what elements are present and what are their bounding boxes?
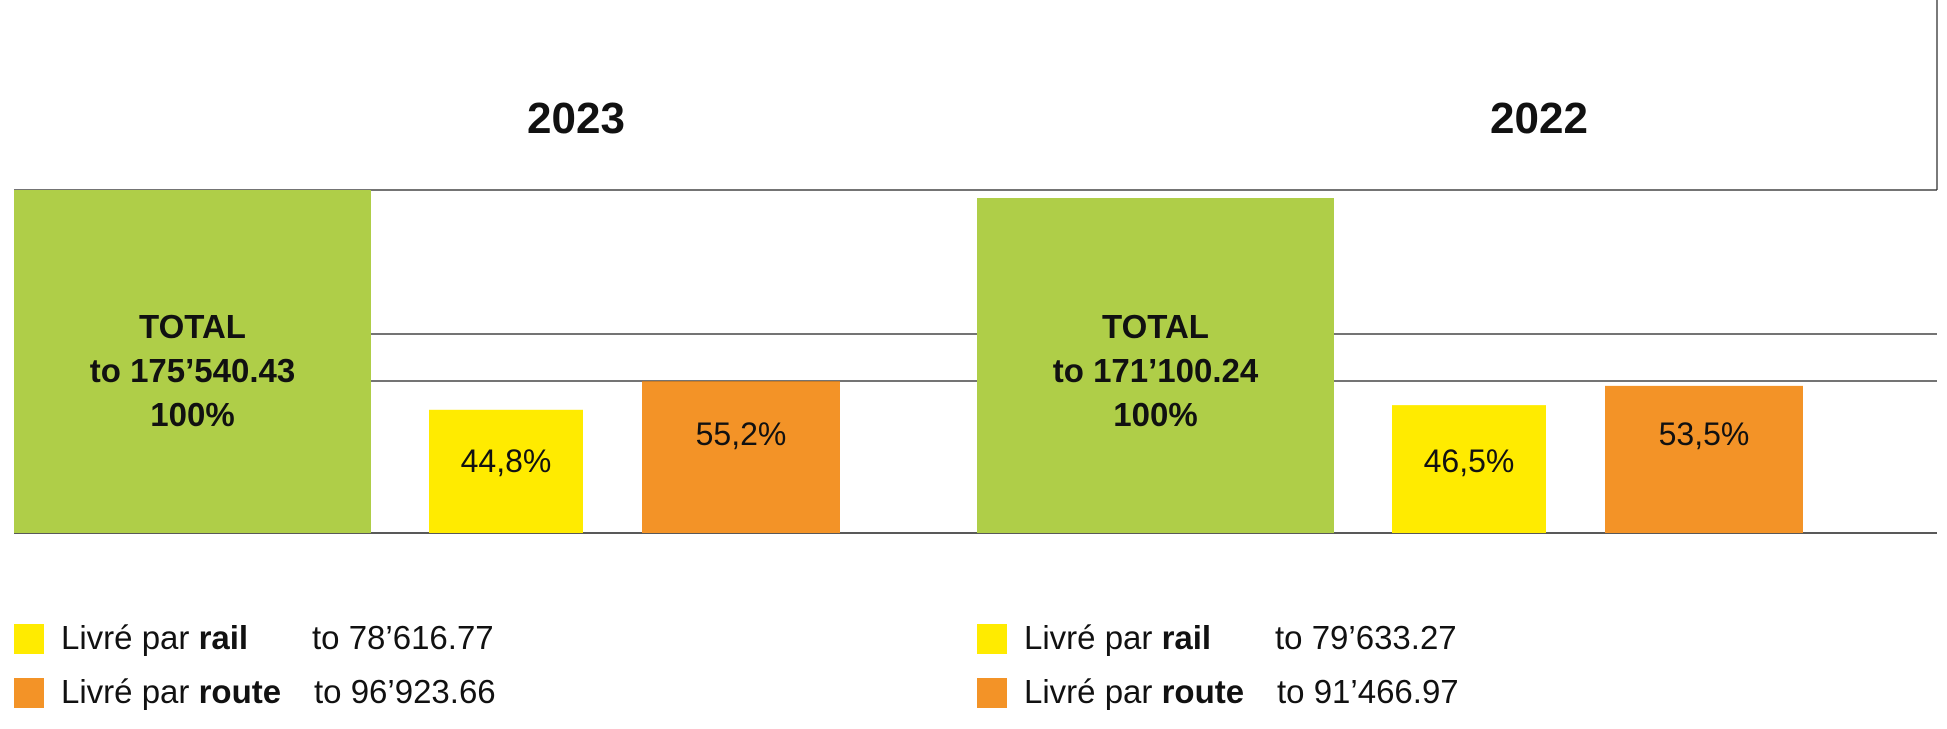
total-bar [977, 198, 1334, 533]
rail-swatch [977, 624, 1007, 654]
year-title: 2022 [1490, 94, 1588, 143]
legend-label: Livré par rail [61, 619, 249, 656]
year-title: 2023 [527, 94, 625, 143]
route-value-label: 55,2% [696, 416, 787, 452]
total-label: 100% [150, 396, 234, 433]
legend-2023: Livré par rail to 78’616.77 Livré par ro… [14, 618, 574, 728]
total-bar [14, 190, 371, 533]
rail-swatch [14, 624, 44, 654]
route-swatch [977, 678, 1007, 708]
route-swatch [14, 678, 44, 708]
chart-panels: 2023 TOTAL to 175’540.43 100% 44,8% 55,2% 2022… [14, 94, 1803, 533]
legend-value: to 78’616.77 [312, 619, 494, 656]
rail-bar [429, 409, 583, 533]
legend-value: to 91’466.97 [1277, 673, 1459, 710]
rail-bar [1392, 405, 1546, 533]
legend-label: Livré par route [61, 673, 282, 710]
rail-value-label: 44,8% [461, 443, 552, 479]
rail-value-label: 46,5% [1424, 443, 1515, 479]
route-value-label: 53,5% [1659, 416, 1750, 452]
panel-2022: 2022 TOTAL to 171’100.24 100% 46,5% 53,5% [977, 94, 1803, 533]
total-label: to 175’540.43 [90, 352, 295, 389]
legend-label: Livré par rail [1024, 619, 1212, 656]
total-label: to 171’100.24 [1053, 352, 1259, 389]
legend-2022: Livré par rail to 79’633.27 Livré par ro… [977, 618, 1537, 728]
route-bar [642, 381, 840, 533]
total-label: 100% [1113, 396, 1197, 433]
legend-label: Livré par route [1024, 673, 1245, 710]
route-bar [1605, 385, 1803, 533]
legend-value: to 96’923.66 [314, 673, 496, 710]
panel-2023: 2023 TOTAL to 175’540.43 100% 44,8% 55,2% [14, 94, 840, 533]
total-label: TOTAL [1102, 308, 1209, 345]
legend-value: to 79’633.27 [1275, 619, 1457, 656]
total-label: TOTAL [139, 308, 246, 345]
